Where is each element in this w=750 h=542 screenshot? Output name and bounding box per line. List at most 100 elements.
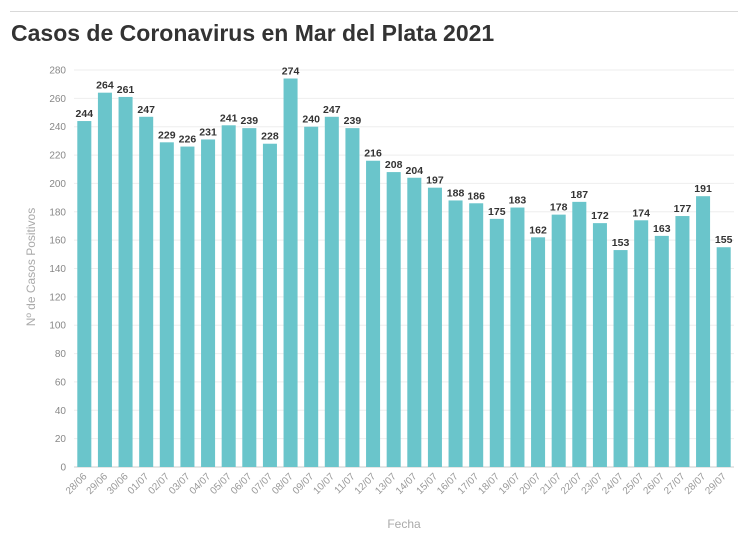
x-tick-label: 30/06 [105, 471, 131, 497]
x-tick-label: 10/07 [311, 471, 337, 497]
data-label: 178 [550, 202, 568, 214]
bar [201, 139, 216, 467]
bars [77, 78, 731, 468]
bar [489, 218, 504, 467]
x-tick-label: 05/07 [208, 471, 234, 497]
data-label: 240 [302, 114, 320, 126]
x-tick-label: 02/07 [146, 471, 172, 497]
x-axis-ticks: 28/0629/0630/0601/0702/0703/0704/0705/07… [64, 471, 729, 497]
bar [407, 177, 422, 467]
y-tick-label: 0 [60, 463, 66, 474]
bar [634, 220, 649, 467]
bar [531, 237, 546, 467]
y-tick-label: 220 [49, 151, 66, 162]
bar [159, 142, 174, 467]
bar [366, 160, 381, 467]
x-tick-label: 24/07 [600, 471, 626, 497]
data-label: 172 [591, 210, 609, 222]
data-label: 229 [158, 129, 176, 141]
data-label: 163 [653, 223, 671, 235]
data-label: 241 [220, 112, 238, 124]
data-label: 204 [406, 165, 424, 177]
x-tick-label: 11/07 [333, 471, 358, 496]
x-tick-label: 01/07 [126, 471, 152, 497]
bar [304, 126, 319, 467]
y-tick-label: 240 [49, 122, 66, 133]
bar [324, 116, 339, 468]
data-label: 274 [282, 66, 300, 78]
bar [551, 214, 566, 467]
y-tick-label: 260 [49, 94, 66, 105]
bar [427, 187, 442, 468]
data-label: 264 [96, 80, 114, 92]
chart-title: Casos de Coronavirus en Mar del Plata 20… [11, 20, 495, 46]
x-tick-label: 18/07 [476, 471, 502, 497]
bar [510, 207, 525, 467]
y-tick-label: 20 [55, 434, 67, 445]
bar [448, 200, 463, 467]
bar [283, 78, 298, 467]
y-tick-label: 180 [49, 207, 66, 218]
bar [675, 216, 690, 467]
x-tick-label: 21/07 [538, 471, 564, 497]
x-tick-label: 26/07 [641, 471, 667, 497]
y-tick-label: 120 [49, 292, 66, 303]
data-label: 239 [344, 115, 362, 127]
y-axis-title: Nº de Casos Positivos [24, 208, 38, 326]
x-tick-label: 13/07 [373, 471, 399, 497]
data-label: 228 [261, 131, 279, 143]
x-tick-label: 19/07 [497, 471, 523, 497]
data-label: 208 [385, 159, 403, 171]
y-tick-label: 200 [49, 179, 66, 190]
bar [572, 201, 587, 467]
data-label: 239 [241, 115, 259, 127]
x-tick-label: 12/07 [353, 471, 379, 497]
data-label: 247 [137, 104, 155, 116]
data-label: 155 [715, 234, 733, 246]
y-tick-label: 280 [49, 66, 66, 77]
data-label: 188 [447, 187, 465, 199]
data-label: 187 [571, 189, 589, 201]
bar [469, 203, 484, 467]
y-tick-label: 80 [55, 349, 67, 360]
x-tick-label: 23/07 [580, 471, 606, 497]
y-tick-label: 40 [55, 406, 67, 417]
y-tick-label: 100 [49, 321, 66, 332]
x-tick-label: 06/07 [229, 471, 255, 497]
bar [345, 128, 360, 467]
x-tick-label: 29/06 [85, 471, 111, 497]
x-tick-label: 25/07 [621, 471, 647, 497]
bar [262, 143, 277, 467]
bar [242, 128, 257, 467]
x-tick-label: 03/07 [167, 471, 193, 497]
x-tick-label: 14/07 [394, 471, 420, 497]
data-label: 244 [76, 108, 94, 120]
x-tick-label: 04/07 [188, 471, 214, 497]
bar [77, 121, 92, 468]
bar [97, 92, 112, 467]
x-tick-label: 17/07 [456, 471, 482, 497]
data-label: 191 [694, 183, 712, 195]
data-label: 226 [179, 134, 197, 146]
x-tick-label: 27/07 [662, 471, 688, 497]
y-tick-label: 140 [49, 264, 66, 275]
x-tick-label: 16/07 [435, 471, 461, 497]
x-axis-title: Fecha [387, 517, 421, 531]
bar [654, 235, 669, 467]
data-label: 183 [509, 195, 527, 207]
data-label: 186 [467, 190, 485, 202]
data-label: 174 [632, 207, 650, 219]
x-tick-label: 28/07 [683, 471, 709, 497]
y-tick-label: 60 [55, 377, 67, 388]
data-label: 261 [117, 84, 135, 96]
bar [139, 116, 154, 468]
bar [613, 250, 628, 467]
data-label: 162 [529, 224, 547, 236]
top-divider [10, 11, 738, 12]
x-tick-label: 09/07 [291, 471, 317, 497]
y-axis-ticks: 0 20 40 60 80 100 120 140 160 180 200 220 240 260 280 [49, 66, 66, 474]
bar [592, 223, 607, 467]
data-label: 177 [674, 203, 692, 215]
